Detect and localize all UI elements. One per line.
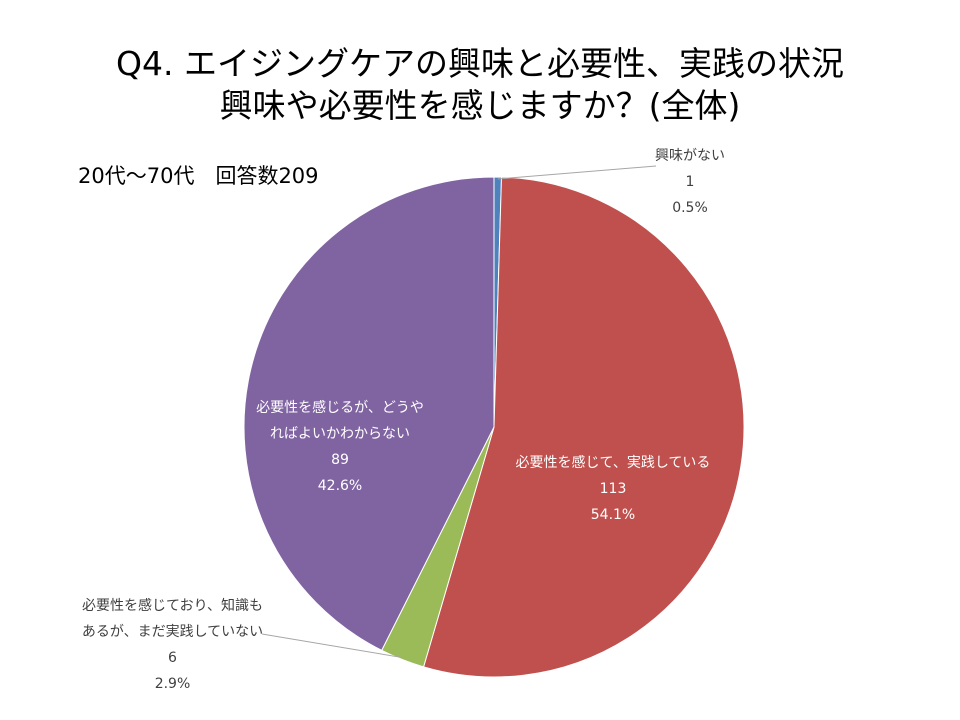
leader-line-no-interest	[497, 165, 657, 180]
slice-count: 1	[685, 174, 695, 190]
chart-title-line2: 興味や必要性を感じますか？(全体)	[219, 86, 741, 125]
slice-count: 113	[599, 481, 627, 497]
slice-percent: 42.6%	[317, 478, 363, 494]
slice-name: 必要性を感じて、実践している	[515, 455, 711, 471]
slice-name-line1: 必要性を感じるが、どうや	[256, 400, 424, 416]
slice-name-line2: あるが、まだ実践していない	[81, 624, 264, 640]
slice-percent: 2.9%	[154, 676, 191, 692]
slice-practicing	[422, 176, 745, 678]
chart-subtitle: 20代～70代 回答数209	[78, 164, 319, 188]
slice-percent: 54.1%	[590, 507, 636, 523]
slice-label-dont-know-how: 必要性を感じるが、どうや ればよいかわからない 89 42.6%	[255, 395, 425, 499]
slice-label-no-interest: 興味がない 1 0.5%	[640, 143, 740, 221]
slice-name: 興味がない	[655, 148, 725, 164]
slice-percent: 0.5%	[672, 200, 708, 216]
slice-label-practicing: 必要性を感じて、実践している 113 54.1%	[503, 450, 723, 528]
slice-count: 89	[331, 452, 349, 468]
slice-label-not-yet-practicing: 必要性を感じており、知識も あるが、まだ実践していない 6 2.9%	[70, 593, 275, 697]
slice-count: 6	[168, 650, 177, 666]
chart-title-line1: Q4. エイジングケアの興味と必要性、実践の状況	[116, 44, 844, 83]
slice-name-line1: 必要性を感じており、知識も	[81, 598, 264, 614]
slice-dont-know-how	[243, 176, 495, 652]
slice-name-line2: ればよいかわからない	[270, 426, 410, 442]
leader-line-not-yet-practicing	[261, 633, 404, 659]
